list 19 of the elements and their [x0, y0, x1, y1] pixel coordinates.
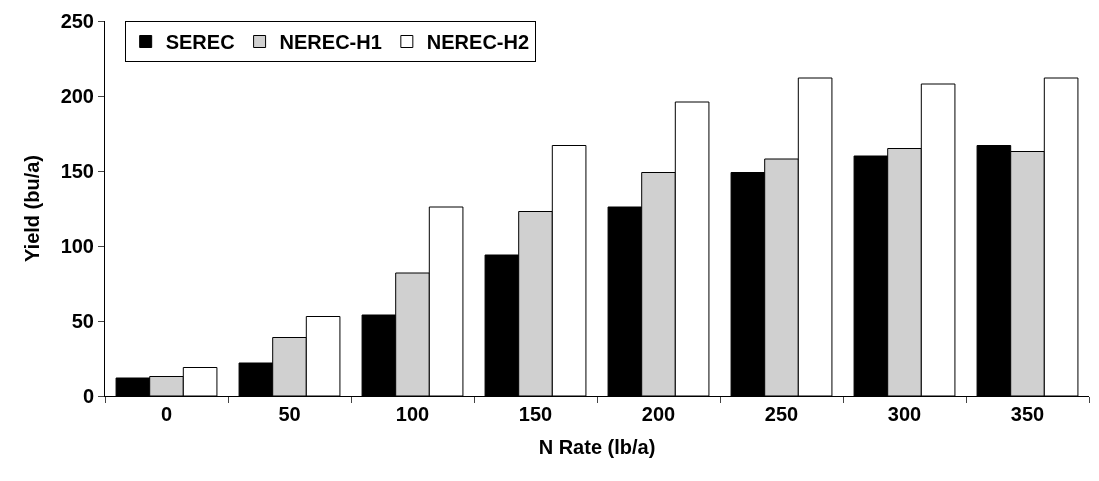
y-tick-label: 200	[60, 85, 94, 107]
y-tick-label: 0	[82, 385, 94, 407]
legend-label: NEREC-H2	[426, 31, 530, 54]
x-tick-label: 0	[160, 403, 173, 425]
y-tick-label: 250	[60, 10, 94, 32]
y-tick-label: 100	[60, 235, 94, 257]
legend-label: NEREC-H1	[279, 31, 382, 54]
x-tick-label: 200	[641, 403, 676, 425]
x-tick-label: 100	[395, 403, 430, 425]
y-axis-title: Yield (bu/a)	[21, 154, 44, 263]
y-tick-label: 50	[71, 310, 94, 332]
legend-label: SEREC	[165, 31, 235, 54]
x-tick-label: 350	[1010, 403, 1045, 425]
x-axis-title: N Rate (lb/a)	[538, 435, 656, 458]
x-tick-label: 150	[518, 403, 553, 425]
x-tick-label: 250	[764, 403, 799, 425]
x-tick-label: 300	[887, 403, 922, 425]
x-tick-label: 50	[278, 403, 301, 425]
y-tick-label: 150	[60, 160, 94, 182]
